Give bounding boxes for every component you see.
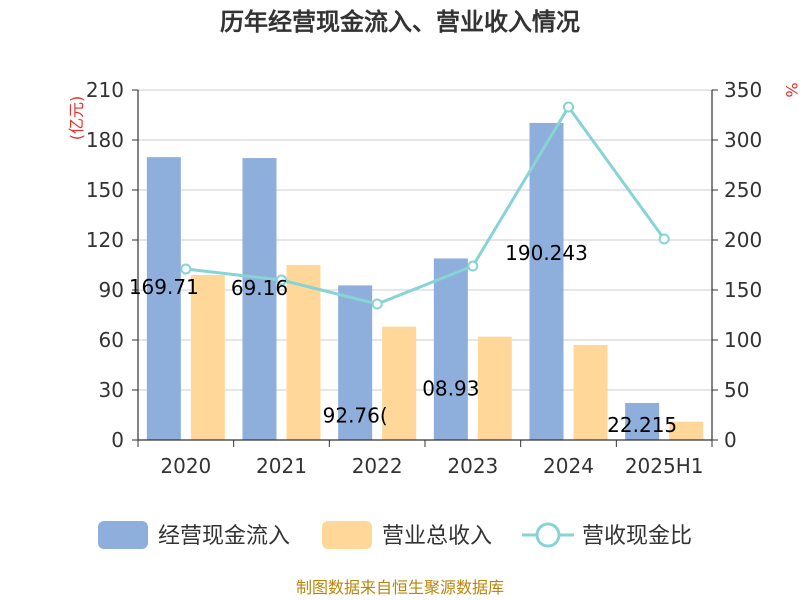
bar-value-label: 69.16 (231, 276, 288, 300)
legend-label: 营业总收入 (382, 524, 492, 549)
left-axis-unit: (亿元) (67, 96, 86, 141)
legend-label: 经营现金流入 (158, 524, 290, 549)
right-tick-label: 100 (724, 328, 762, 352)
x-tick-label: 2025H1 (625, 454, 704, 478)
bar-cash-inflow (625, 402, 660, 440)
right-axis-unit: % (782, 82, 800, 97)
right-tick-label: 50 (724, 378, 749, 402)
legend-swatch (322, 521, 372, 549)
legend: 经营现金流入 营业总收入 营收现金比 (98, 521, 692, 549)
left-tick-label: 90 (99, 278, 124, 302)
bar-revenue (190, 275, 225, 440)
ratio-point (467, 260, 479, 272)
bar-cash-inflow (338, 285, 373, 440)
left-tick-label: 120 (86, 228, 124, 252)
legend-swatch (98, 521, 148, 549)
x-tick-label: 2024 (543, 454, 594, 478)
x-tick-label: 2022 (352, 454, 403, 478)
ratio-point (371, 298, 383, 310)
x-tick-label: 2021 (256, 454, 307, 478)
left-tick-label: 210 (86, 78, 124, 102)
bar-value-label: 08.93 (422, 376, 479, 400)
right-tick-label: 150 (724, 278, 762, 302)
right-tick-label: 0 (724, 428, 737, 452)
left-tick-label: 30 (99, 378, 124, 402)
x-tick-label: 2023 (447, 454, 498, 478)
left-tick-label: 60 (99, 328, 124, 352)
bar-value-label: 22.215 (607, 413, 677, 437)
bar-cash-inflow (529, 122, 564, 440)
left-tick-label: 0 (111, 428, 124, 452)
x-tick-label: 2020 (160, 454, 211, 478)
bar-cash-inflow (433, 258, 468, 440)
right-tick-label: 250 (724, 178, 762, 202)
right-tick-label: 350 (724, 78, 762, 102)
bar-value-label: 190.243 (505, 241, 588, 265)
left-tick-label: 150 (86, 178, 124, 202)
source-note: 制图数据来自恒生聚源数据库 (296, 578, 504, 597)
bar-value-label: 169.71 (129, 275, 199, 299)
bar-revenue (573, 345, 608, 440)
bar-value-label: 92.76( (323, 403, 388, 427)
bar-revenue (669, 421, 704, 440)
ratio-point (180, 263, 192, 275)
data-labels: 169.71 69.16 92.76( 08.93 190.243 22.215 (129, 241, 677, 437)
bar-revenue (382, 326, 417, 440)
ratio-line (180, 101, 670, 310)
ratio-point (563, 101, 574, 113)
right-tick-label: 200 (724, 228, 762, 252)
ratio-point (658, 233, 670, 245)
chart-title: 历年经营现金流入、营业收入情况 (220, 8, 580, 36)
ratio-point (276, 274, 287, 286)
bar-cash-inflow (146, 157, 181, 440)
right-tick-label: 300 (724, 128, 762, 152)
axes: 0 30 60 90 120 150 180 210 0 50 100 150 200 250 300 350… (86, 78, 762, 478)
bar-cash-inflow (242, 158, 277, 441)
bar-revenue (286, 265, 321, 440)
left-tick-label: 180 (86, 128, 124, 152)
bars (146, 122, 704, 441)
legend-label: 营收现金比 (582, 524, 692, 549)
ratio-line-path (185, 104, 666, 306)
legend-marker (535, 522, 561, 548)
bar-revenue (477, 336, 512, 440)
gridlines (138, 89, 712, 391)
